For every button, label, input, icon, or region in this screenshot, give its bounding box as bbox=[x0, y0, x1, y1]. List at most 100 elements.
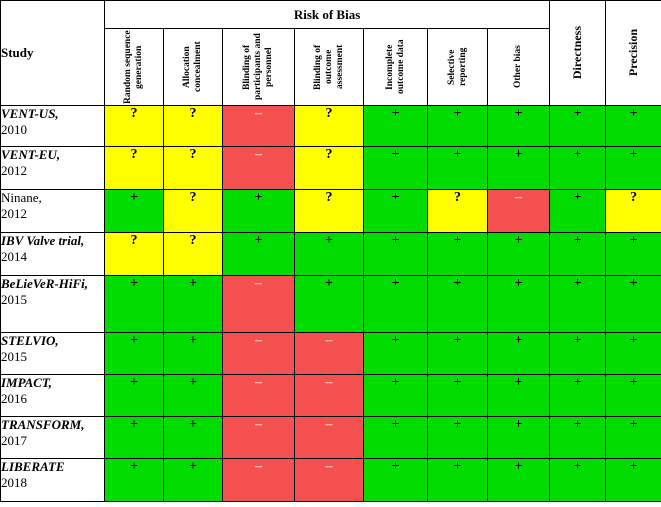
rating-cell-high: – bbox=[294, 374, 364, 417]
study-name: VENT-US, bbox=[1, 106, 59, 122]
bias-domain-label: Selective reporting bbox=[446, 47, 468, 87]
rating-cell-low: + bbox=[104, 189, 164, 233]
study-name: LIBERATE bbox=[1, 459, 65, 475]
study-year: 2012 bbox=[1, 163, 28, 178]
directness-column-header: Directness bbox=[549, 0, 607, 106]
rating-cell-low: + bbox=[363, 105, 428, 147]
rating-cell-unclear: ? bbox=[294, 146, 364, 190]
bias-domain-label: Random sequence generation bbox=[123, 30, 144, 104]
table-row: Ninane, 2012 +? +? +? – +? bbox=[0, 189, 661, 233]
rating-cell-high: – bbox=[486, 189, 551, 233]
rating-cell-low: + bbox=[605, 458, 661, 502]
rating-cell-low: + bbox=[605, 232, 661, 276]
rating-cell-unclear: ? bbox=[605, 189, 661, 233]
rating-cell-low: + bbox=[486, 275, 551, 333]
study-name: Ninane, bbox=[1, 190, 42, 206]
study-year: 2017 bbox=[1, 433, 28, 448]
rating-cell-low: + bbox=[549, 275, 607, 333]
rating-cell-low: + bbox=[549, 332, 607, 375]
rating-cell-low: + bbox=[427, 146, 488, 190]
rating-cell-low: + bbox=[605, 105, 661, 147]
table-row: TRANSFORM, 2017 + + – – + + + + + bbox=[0, 416, 661, 459]
bias-domain-header: Random sequence generation bbox=[104, 28, 164, 106]
bias-domain-header: Allocation concealment bbox=[163, 28, 223, 106]
table-row: VENT-US, 2010?? –? + + + + + bbox=[0, 105, 661, 147]
bias-domain-label: Allocation concealment bbox=[182, 41, 203, 93]
rating-cell-unclear: ? bbox=[163, 146, 223, 190]
rating-cell-low: + bbox=[427, 416, 488, 459]
bias-domain-label: Blinding of participants and personnel bbox=[242, 33, 274, 101]
study-year: 2012 bbox=[1, 206, 28, 221]
rating-cell-low: + bbox=[549, 146, 607, 190]
study-cell: VENT-EU, 2012 bbox=[0, 146, 105, 190]
rating-cell-high: – bbox=[294, 458, 364, 502]
rating-cell-high: – bbox=[222, 332, 295, 375]
rating-cell-low: + bbox=[549, 189, 607, 233]
rating-cell-low: + bbox=[427, 232, 488, 276]
rating-cell-low: + bbox=[104, 332, 164, 375]
rating-cell-low: + bbox=[486, 105, 551, 147]
study-cell: BeLieVeR-HiFi, 2015 bbox=[0, 275, 105, 333]
study-year: 2014 bbox=[1, 249, 28, 264]
rating-cell-low: + bbox=[427, 275, 488, 333]
rating-cell-low: + bbox=[605, 146, 661, 190]
rating-cell-unclear: ? bbox=[104, 105, 164, 147]
rating-cell-unclear: ? bbox=[163, 232, 223, 276]
bias-domain-label: Incomplete outcome data bbox=[384, 39, 406, 95]
study-year: 2015 bbox=[1, 349, 28, 364]
table-row: IMPACT, 2016 + + – – + + + + + bbox=[0, 374, 661, 417]
rating-cell-low: + bbox=[427, 458, 488, 502]
bias-domain-header: Incomplete outcome data bbox=[363, 28, 428, 106]
rating-cell-unclear: ? bbox=[427, 189, 488, 233]
study-year: 2015 bbox=[1, 292, 28, 307]
rating-cell-low: + bbox=[549, 458, 607, 502]
table-row: STELVIO, 2015 + + – – + + + + + bbox=[0, 332, 661, 375]
study-name: IMPACT, bbox=[1, 375, 52, 391]
rating-cell-low: + bbox=[363, 189, 428, 233]
rating-cell-low: + bbox=[549, 232, 607, 276]
risk-of-bias-header: Risk of Bias bbox=[103, 0, 551, 29]
study-cell: TRANSFORM, 2017 bbox=[0, 416, 105, 459]
rating-cell-low: + bbox=[104, 458, 164, 502]
rating-cell-high: – bbox=[222, 458, 295, 502]
rating-cell-low: + bbox=[104, 275, 164, 333]
rating-cell-low: + bbox=[363, 374, 428, 417]
rating-cell-low: + bbox=[486, 232, 551, 276]
rating-cell-low: + bbox=[605, 332, 661, 375]
table-row: IBV Valve trial, 2014?? + + + + + + + bbox=[0, 232, 661, 276]
rating-cell-low: + bbox=[163, 416, 223, 459]
study-name: IBV Valve trial, bbox=[1, 233, 85, 249]
rating-cell-low: + bbox=[104, 416, 164, 459]
rating-cell-high: – bbox=[222, 275, 295, 333]
study-name: TRANSFORM, bbox=[1, 417, 85, 433]
header-row-bias-domains: Random sequence generation Allocation con… bbox=[1, 28, 661, 106]
rating-cell-unclear: ? bbox=[104, 232, 164, 276]
rating-cell-unclear: ? bbox=[294, 189, 364, 233]
rating-cell-low: + bbox=[486, 332, 551, 375]
study-name: VENT-EU, bbox=[1, 147, 61, 163]
rating-cell-high: – bbox=[222, 146, 295, 190]
rating-cell-low: + bbox=[163, 458, 223, 502]
table-row: LIBERATE 2018 + + – – + + + + + bbox=[0, 458, 661, 502]
rating-cell-low: + bbox=[549, 416, 607, 459]
rating-cell-low: + bbox=[163, 275, 223, 333]
rating-cell-low: + bbox=[486, 458, 551, 502]
rating-cell-low: + bbox=[363, 232, 428, 276]
study-cell: LIBERATE 2018 bbox=[0, 458, 105, 502]
study-year: 2010 bbox=[1, 122, 28, 137]
bias-domain-label: Blinding of outcome assessment bbox=[312, 44, 345, 90]
rating-cell-low: + bbox=[605, 416, 661, 459]
rating-cell-high: – bbox=[222, 374, 295, 417]
study-cell: IMPACT, 2016 bbox=[0, 374, 105, 417]
study-column-header: Study bbox=[0, 0, 105, 106]
rating-cell-low: + bbox=[549, 105, 607, 147]
rating-cell-low: + bbox=[363, 458, 428, 502]
bias-domain-label: Other bias bbox=[513, 45, 524, 89]
rating-cell-unclear: ? bbox=[294, 105, 364, 147]
rating-cell-low: + bbox=[222, 189, 295, 233]
study-cell: STELVIO, 2015 bbox=[0, 332, 105, 375]
rating-cell-low: + bbox=[163, 374, 223, 417]
study-cell: VENT-US, 2010 bbox=[0, 105, 105, 147]
rating-cell-unclear: ? bbox=[163, 189, 223, 233]
